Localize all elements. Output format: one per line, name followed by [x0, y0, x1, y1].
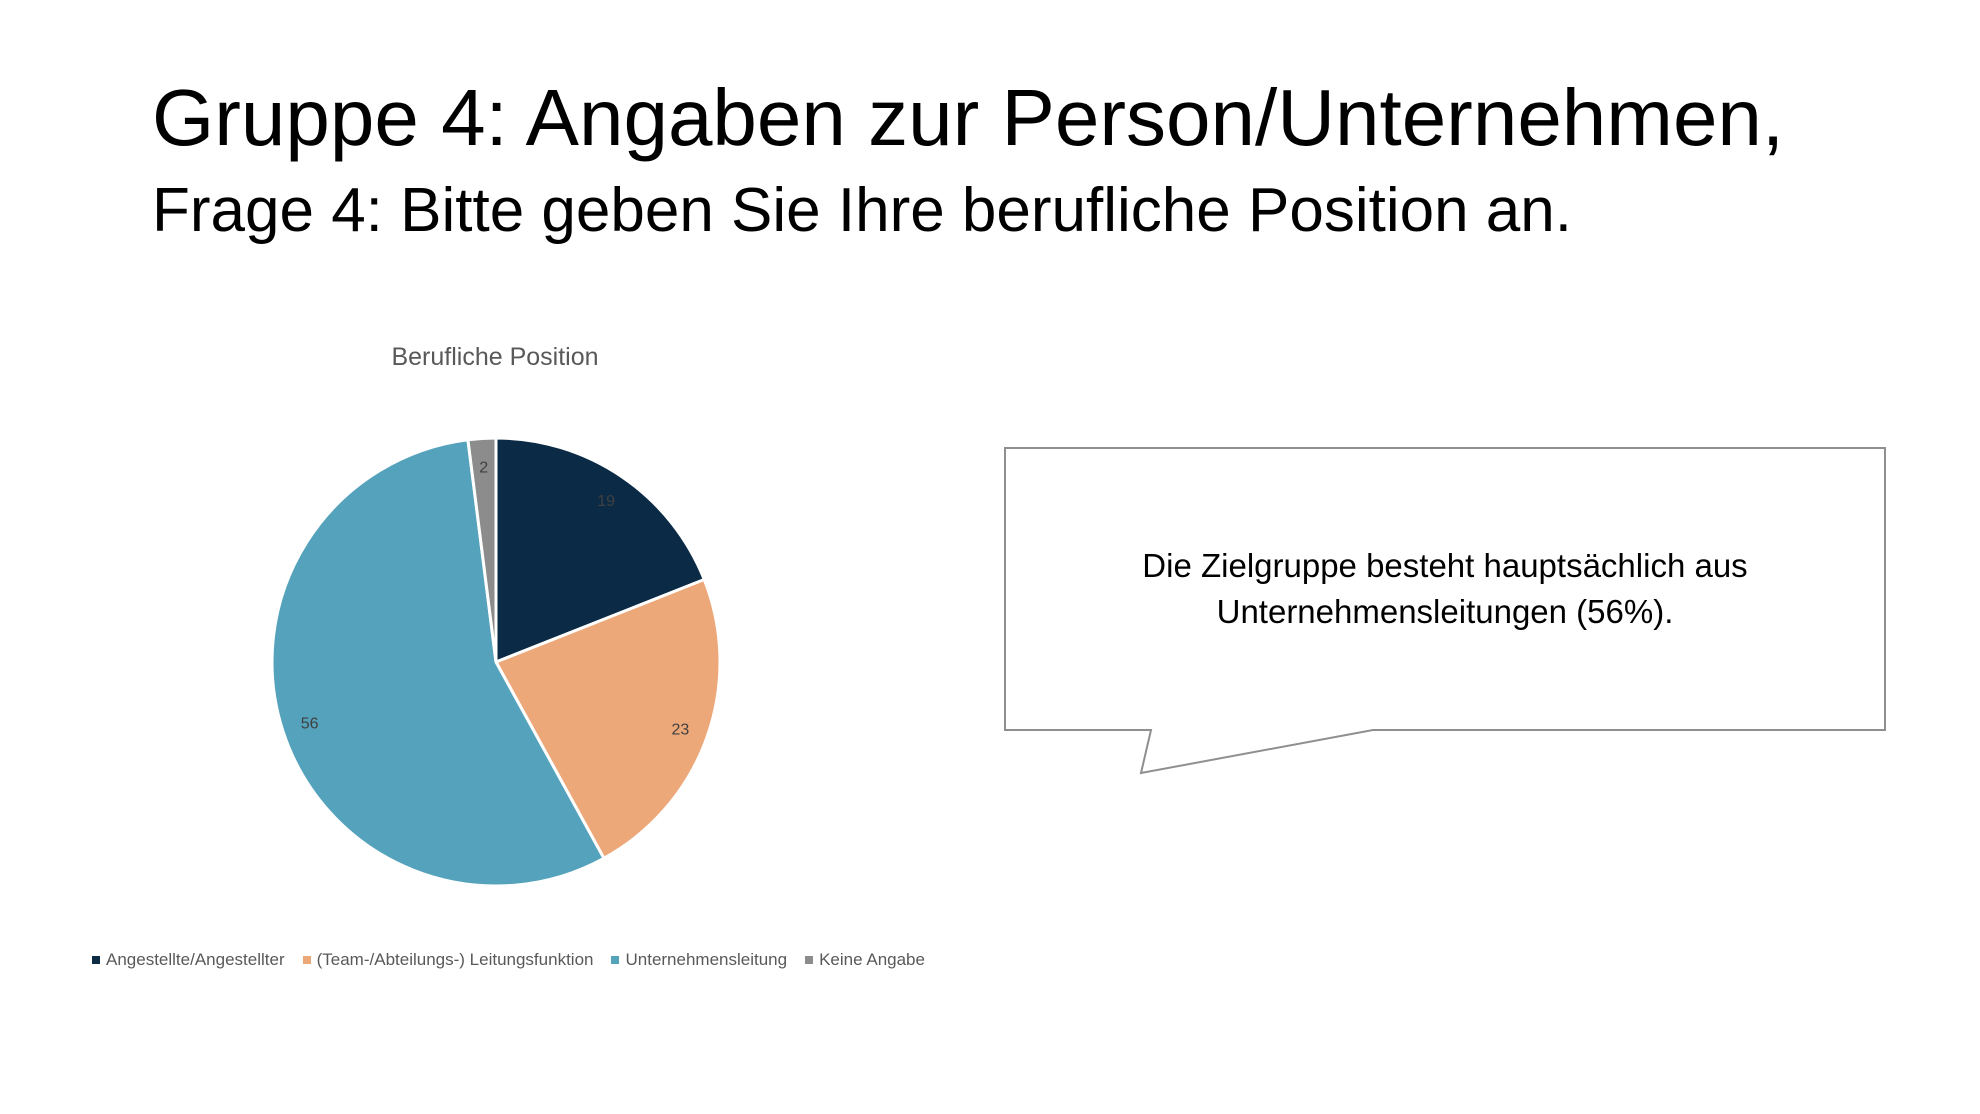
chart-title: Berufliche Position — [391, 343, 599, 371]
legend-label: Unternehmensleitung — [625, 950, 788, 969]
pie-slice — [494, 436, 707, 665]
pie-slice — [270, 438, 606, 888]
slide-title: Gruppe 4: Angaben zur Person/Unternehmen… — [152, 73, 1785, 162]
callout-text: Die Zielgruppe besteht hauptsächlich aus… — [1005, 543, 1885, 635]
callout-line-1: Die Zielgruppe besteht hauptsächlich aus — [1142, 547, 1748, 584]
legend-label: (Team-/Abteilungs-) Leitungsfunktion — [316, 950, 594, 969]
legend-swatch — [611, 956, 620, 964]
slide-subtitle: Frage 4: Bitte geben Sie Ihre berufliche… — [152, 176, 1572, 245]
legend-item: Keine Angabe — [805, 950, 925, 970]
callout-bubble — [1004, 447, 1886, 775]
pie-data-label: 2 — [479, 459, 488, 476]
callout-line-2: Unternehmensleitungen (56%). — [1216, 593, 1674, 630]
legend-label: Keine Angabe — [819, 950, 925, 969]
pie-slice — [466, 436, 498, 663]
pie-slice — [493, 577, 722, 861]
chart-legend: Angestellte/Angestellter (Team-/Abteilun… — [92, 950, 925, 970]
legend-swatch — [805, 956, 814, 964]
legend-swatch — [92, 956, 100, 964]
legend-item: Unternehmensleitung — [611, 950, 787, 970]
pie-data-label: 56 — [301, 716, 319, 733]
legend-label: Angestellte/Angestellter — [106, 950, 285, 969]
legend-swatch — [302, 956, 311, 964]
pie-data-label: 23 — [672, 721, 690, 738]
legend-item: (Team-/Abteilungs-) Leitungsfunktion — [302, 950, 594, 970]
pie-data-label: 19 — [597, 493, 615, 510]
legend-item: Angestellte/Angestellter — [92, 950, 285, 970]
